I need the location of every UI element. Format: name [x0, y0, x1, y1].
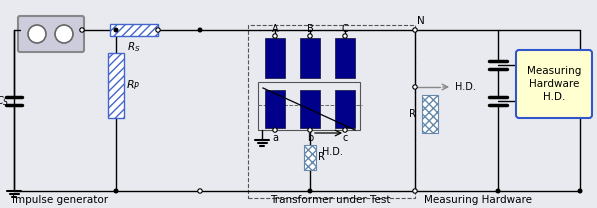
Text: $R_P$: $R_P$: [126, 79, 140, 92]
Circle shape: [413, 28, 417, 32]
Circle shape: [496, 189, 500, 193]
Text: $C_S$: $C_S$: [0, 94, 9, 108]
Text: B: B: [307, 24, 313, 34]
Circle shape: [413, 189, 417, 193]
Circle shape: [308, 128, 312, 132]
Circle shape: [198, 28, 202, 32]
Circle shape: [198, 189, 202, 193]
Circle shape: [343, 128, 347, 132]
Circle shape: [28, 25, 46, 43]
Circle shape: [80, 28, 84, 32]
Text: H.D.: H.D.: [455, 82, 476, 92]
Text: C: C: [341, 24, 349, 34]
Circle shape: [273, 128, 277, 132]
Text: Transformer under Test: Transformer under Test: [270, 195, 390, 205]
Bar: [422, 95, 438, 133]
Text: A: A: [272, 24, 278, 34]
Bar: [248, 25, 415, 198]
Bar: [108, 53, 124, 118]
Circle shape: [55, 25, 73, 43]
Circle shape: [156, 28, 160, 32]
Text: Measuring Hardware: Measuring Hardware: [424, 195, 532, 205]
Text: $R_S$: $R_S$: [127, 40, 141, 54]
Bar: [265, 90, 285, 128]
Circle shape: [413, 85, 417, 89]
Text: c: c: [342, 133, 347, 143]
Circle shape: [273, 34, 277, 38]
Text: R: R: [318, 152, 325, 162]
Bar: [300, 38, 320, 78]
Circle shape: [114, 28, 118, 32]
Text: b: b: [307, 133, 313, 143]
Text: R: R: [409, 109, 416, 119]
Bar: [258, 82, 360, 130]
Bar: [265, 38, 285, 78]
FancyBboxPatch shape: [18, 16, 84, 52]
Bar: [300, 90, 320, 128]
Bar: [335, 90, 355, 128]
Circle shape: [578, 189, 582, 193]
Circle shape: [114, 189, 118, 193]
Circle shape: [343, 34, 347, 38]
Circle shape: [308, 189, 312, 193]
Text: N: N: [417, 16, 424, 26]
Text: H.D.: H.D.: [322, 147, 343, 157]
Bar: [110, 24, 158, 36]
Bar: [335, 38, 355, 78]
Bar: [304, 145, 316, 170]
Circle shape: [308, 34, 312, 38]
Text: Measuring
Hardware
H.D.: Measuring Hardware H.D.: [527, 66, 581, 102]
Text: Impulse generator: Impulse generator: [12, 195, 108, 205]
Text: a: a: [272, 133, 278, 143]
FancyBboxPatch shape: [516, 50, 592, 118]
